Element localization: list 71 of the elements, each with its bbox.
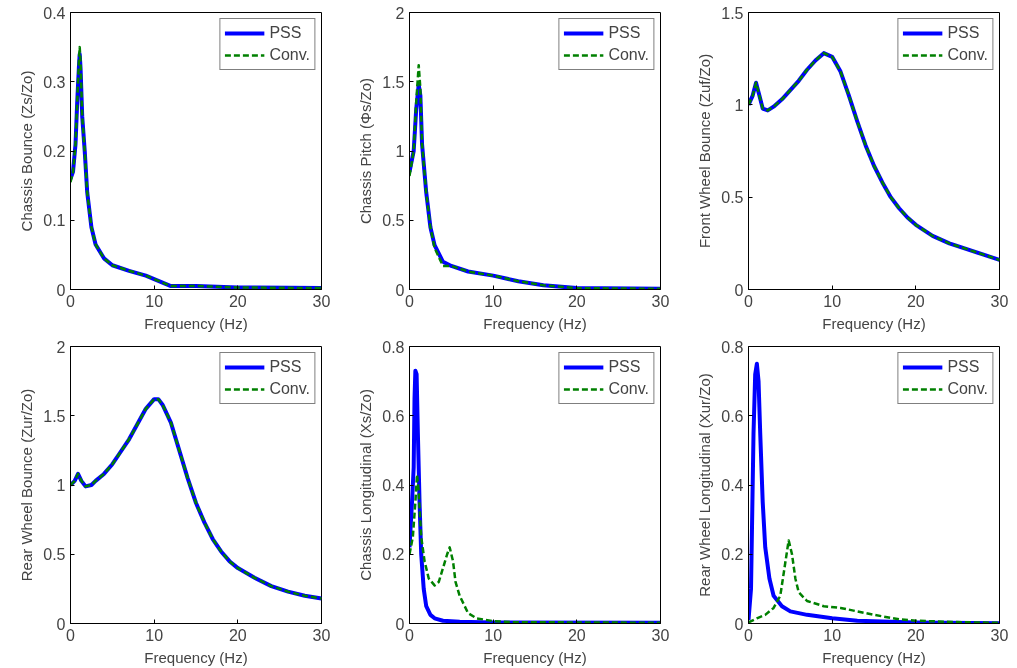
x-tick-label: 30: [990, 626, 1009, 644]
x-tick-label: 30: [312, 292, 331, 310]
y-tick-label: 0.4: [721, 477, 744, 494]
x-axis-title: Frequency (Hz): [144, 648, 248, 666]
y-tick-label: 0.4: [43, 4, 66, 22]
x-tick-label: 30: [312, 626, 331, 644]
y-tick-label: 0.2: [721, 546, 744, 564]
x-axis-title: Frequency (Hz): [483, 648, 587, 666]
y-tick-label: 0.2: [382, 546, 405, 564]
legend-label: Conv.: [947, 46, 988, 64]
y-tick-label: 0.5: [43, 546, 66, 564]
y-tick-label: 1: [395, 143, 405, 160]
y-tick-label: 1.5: [382, 73, 405, 91]
y-axis-title: Chassis Longitudinal (Xs/Zo): [357, 389, 375, 581]
x-tick-label: 30: [651, 626, 670, 644]
y-tick-label: 0.2: [43, 143, 66, 160]
y-tick-label: 0.6: [382, 407, 405, 425]
y-tick-label: 0.3: [43, 73, 66, 91]
y-tick-label: 1: [734, 96, 744, 114]
x-tick-label: 10: [823, 292, 842, 310]
legend-label: PSS: [269, 358, 302, 376]
y-tick-label: 0: [734, 281, 744, 299]
y-tick-label: 0.5: [721, 189, 744, 207]
y-axis-title: Rear Wheel Longitudinal (Xur/Zo): [696, 373, 714, 597]
y-axis-title: Front Wheel Bounce (Zuf/Zo): [696, 53, 714, 249]
y-tick-label: 1.5: [43, 407, 66, 425]
x-tick-label: 10: [484, 292, 503, 310]
y-tick-label: 0: [56, 281, 66, 299]
legend-label: Conv.: [947, 380, 988, 398]
legend-label: PSS: [608, 358, 641, 376]
x-tick-label: 10: [145, 626, 164, 644]
y-tick-label: 0: [56, 615, 66, 633]
y-tick-label: 1: [56, 477, 66, 494]
x-tick-label: 20: [228, 292, 247, 310]
y-axis-title: Chassis Pitch (Φs/Zo): [357, 77, 375, 225]
legend-label: PSS: [608, 24, 641, 42]
x-tick-label: 10: [145, 292, 164, 310]
x-axis-title: Frequency (Hz): [822, 648, 926, 666]
y-tick-label: 0.5: [382, 212, 405, 230]
x-tick-label: 30: [990, 292, 1009, 310]
x-tick-label: 20: [567, 292, 586, 310]
y-axis-title: Chassis Bounce (Zs/Zo): [18, 70, 36, 232]
y-tick-label: 2: [395, 4, 405, 22]
y-tick-label: 0: [395, 281, 405, 299]
x-axis-title: Frequency (Hz): [144, 314, 248, 332]
x-tick-label: 20: [906, 626, 925, 644]
y-tick-label: 0: [395, 615, 405, 633]
x-tick-label: 20: [906, 292, 925, 310]
y-tick-label: 0.4: [382, 477, 405, 494]
x-tick-label: 30: [651, 292, 670, 310]
legend-label: Conv.: [608, 46, 649, 64]
legend-label: Conv.: [269, 380, 310, 398]
y-axis-title: Rear Wheel Bounce (Zur/Zo): [18, 388, 36, 582]
y-tick-label: 1.5: [721, 4, 744, 22]
y-tick-label: 0: [734, 615, 744, 633]
y-tick-label: 0.6: [721, 407, 744, 425]
legend-label: Conv.: [608, 380, 649, 398]
legend-label: PSS: [947, 24, 980, 42]
y-tick-label: 0.8: [382, 338, 405, 356]
legend-label: PSS: [269, 24, 302, 42]
y-tick-label: 2: [56, 338, 66, 356]
legend-label: Conv.: [269, 46, 310, 64]
y-tick-label: 0.1: [43, 212, 66, 230]
x-tick-label: 10: [823, 626, 842, 644]
x-axis-title: Frequency (Hz): [483, 314, 587, 332]
y-tick-label: 0.8: [721, 338, 744, 356]
x-tick-label: 10: [484, 626, 503, 644]
x-tick-label: 20: [228, 626, 247, 644]
legend-label: PSS: [947, 358, 980, 376]
x-axis-title: Frequency (Hz): [822, 314, 926, 332]
x-tick-label: 20: [567, 626, 586, 644]
